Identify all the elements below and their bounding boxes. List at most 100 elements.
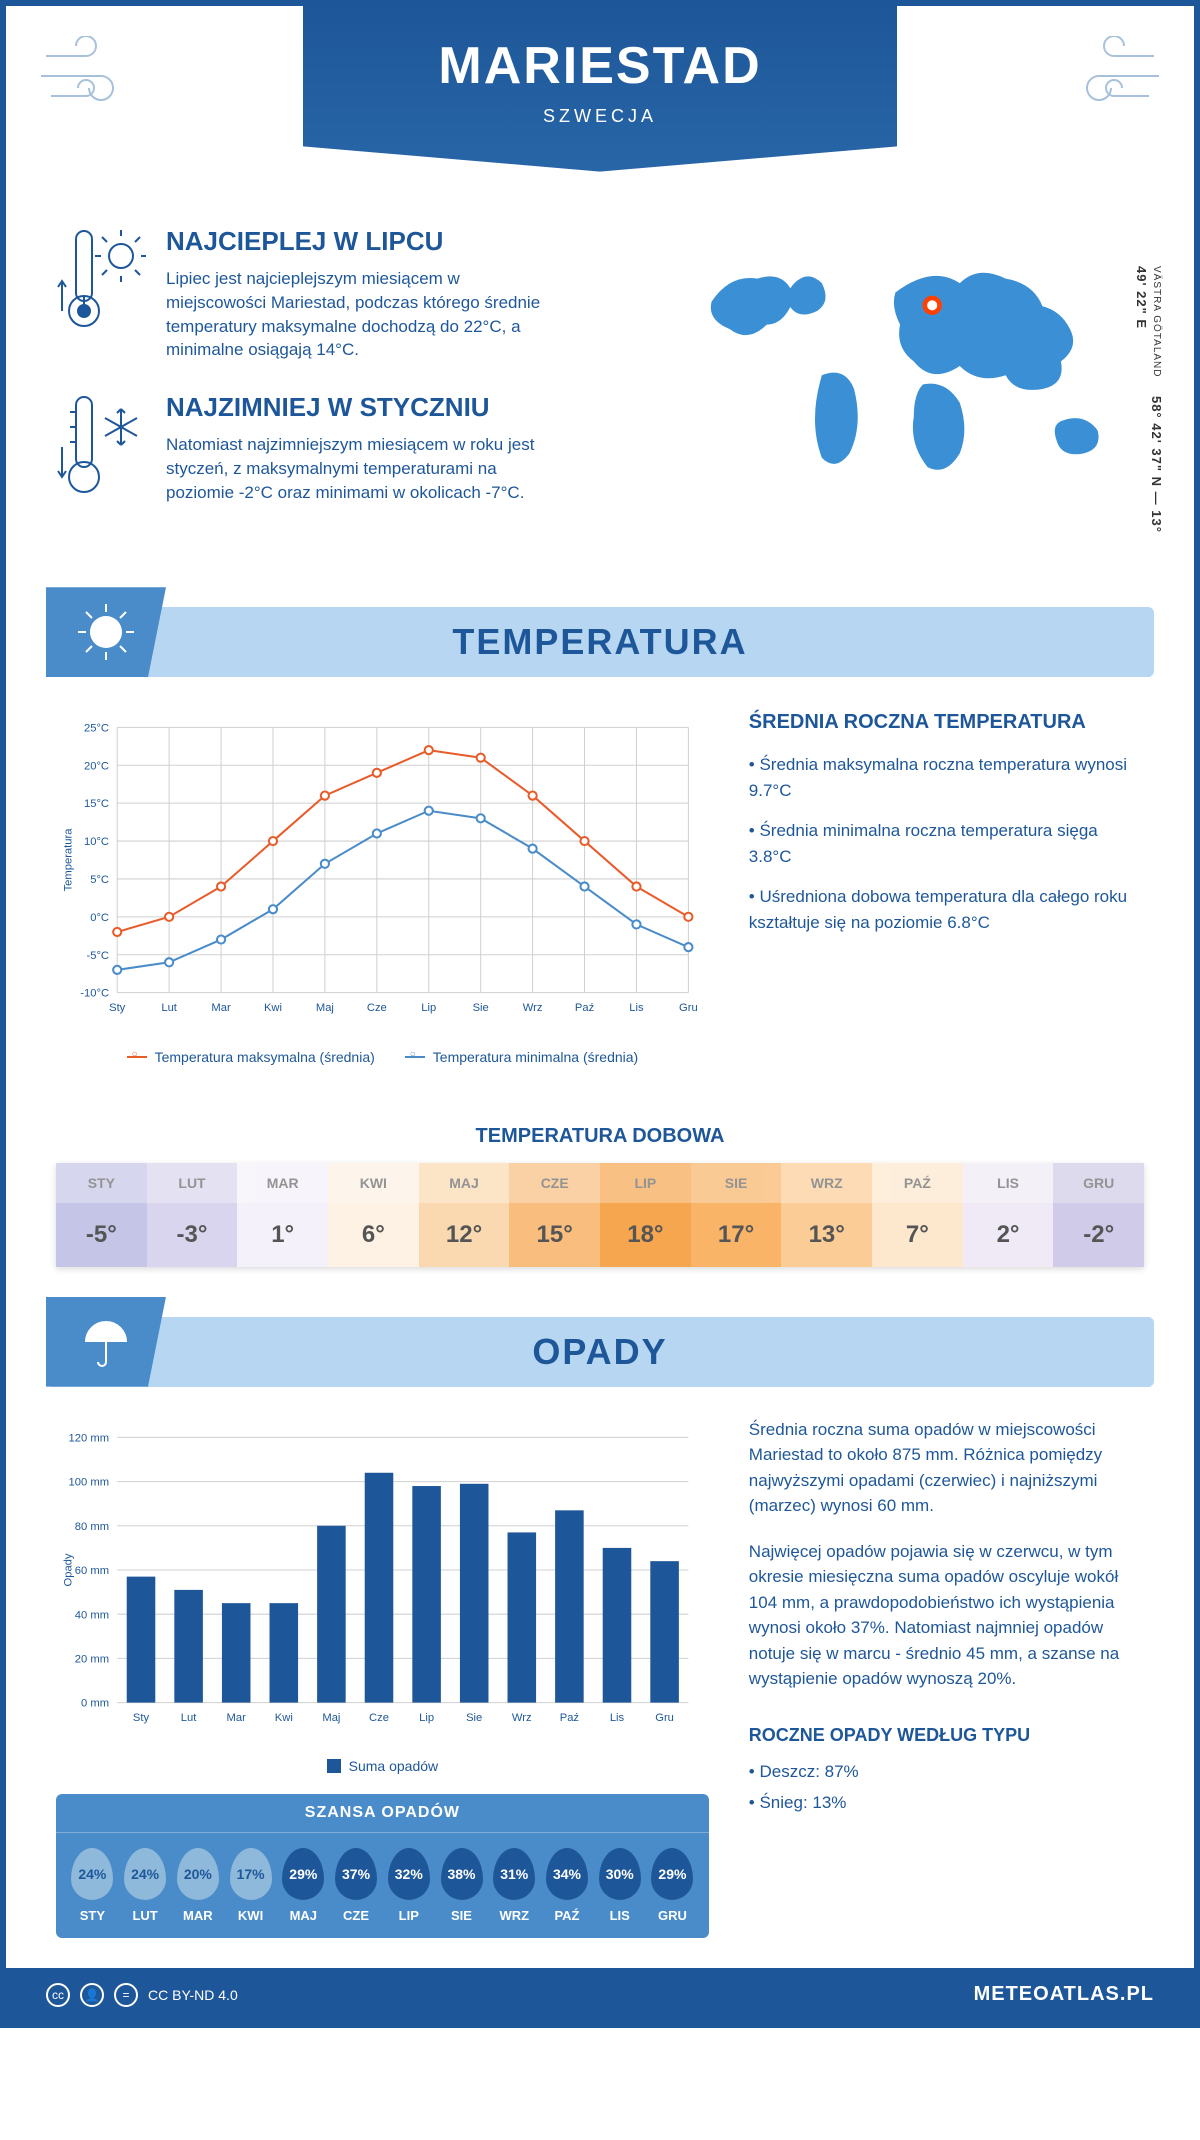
thermometer-sun-icon [56, 226, 146, 362]
svg-text:Sie: Sie [473, 1002, 489, 1014]
dobowa-cell: GRU-2° [1053, 1163, 1144, 1267]
svg-text:Paź: Paź [575, 1002, 595, 1014]
legend-max: Temperatura maksymalna (średnia) [155, 1049, 375, 1065]
precip-chart: 0 mm 20 mm 40 mm 60 mm 80 mm 100 mm 120 mm Sty L… [56, 1417, 709, 1938]
precip-summary: Średnia roczna suma opadów w miejscowośc… [749, 1417, 1144, 1938]
svg-text:Lut: Lut [181, 1712, 197, 1724]
svg-text:25°C: 25°C [84, 723, 109, 735]
chance-drop: 29%MAJ [277, 1848, 330, 1923]
world-map: VÄSTRA GÖTALAND 58° 42' 37" N — 13° 49' … [684, 226, 1144, 537]
svg-text:0 mm: 0 mm [81, 1697, 109, 1709]
svg-text:-10°C: -10°C [80, 988, 109, 1000]
chance-drop: 32%LIP [382, 1848, 435, 1923]
svg-text:Mar: Mar [227, 1712, 247, 1724]
legend-min: Temperatura minimalna (średnia) [433, 1049, 638, 1065]
temperature-chart: -10°C-5°C0°C5°C10°C15°C20°C25°CStyLutMar… [56, 707, 709, 1064]
fact-warmest: NAJCIEPLEJ W LIPCU Lipiec jest najcieple… [56, 226, 654, 362]
section-banner-opady: OPADY [46, 1297, 1154, 1387]
roczne-item: • Śnieg: 13% [749, 1790, 1144, 1816]
fact-warm-text: Lipiec jest najcieplejszym miesiącem w m… [166, 267, 546, 362]
svg-text:Sty: Sty [133, 1712, 150, 1724]
svg-text:Lip: Lip [421, 1002, 436, 1014]
dobowa-cell: LUT-3° [147, 1163, 238, 1267]
svg-text:Maj: Maj [322, 1712, 340, 1724]
chance-drop: 34%PAŹ [541, 1848, 594, 1923]
roczne-title: ROCZNE OPADY WEDŁUG TYPU [749, 1722, 1144, 1749]
dobowa-cell: CZE15° [509, 1163, 600, 1267]
header: MARIESTAD SZWECJA [6, 6, 1194, 186]
dobowa-cell: MAR1° [237, 1163, 328, 1267]
svg-text:Mar: Mar [211, 1002, 231, 1014]
chance-drop: 29%GRU [646, 1848, 699, 1923]
chance-drop: 24%LUT [119, 1848, 172, 1923]
svg-text:Cze: Cze [369, 1712, 389, 1724]
svg-text:20°C: 20°C [84, 761, 109, 773]
fact-cold-text: Natomiast najzimniejszym miesiącem w rok… [166, 433, 546, 504]
svg-text:120 mm: 120 mm [69, 1432, 109, 1444]
fact-warm-title: NAJCIEPLEJ W LIPCU [166, 226, 546, 257]
svg-text:15°C: 15°C [84, 798, 109, 810]
by-icon: 👤 [80, 1983, 104, 2007]
license-text: CC BY-ND 4.0 [148, 1987, 238, 2003]
chance-drop: 38%SIE [435, 1848, 488, 1923]
svg-text:Gru: Gru [679, 1002, 698, 1014]
svg-text:20 mm: 20 mm [75, 1653, 109, 1665]
svg-text:0°C: 0°C [90, 912, 109, 924]
section-banner-temperatura: TEMPERATURA [46, 587, 1154, 677]
svg-text:40 mm: 40 mm [75, 1609, 109, 1621]
temp-bullet: • Średnia minimalna roczna temperatura s… [749, 818, 1144, 869]
roczne-item: • Deszcz: 87% [749, 1759, 1144, 1785]
dobowa-cell: MAJ12° [419, 1163, 510, 1267]
legend-precip: Suma opadów [349, 1758, 439, 1774]
precip-para1: Średnia roczna suma opadów w miejscowośc… [749, 1417, 1144, 1519]
svg-text:Cze: Cze [367, 1002, 387, 1014]
brand: METEOATLAS.PL [974, 1983, 1154, 2006]
svg-text:Kwi: Kwi [264, 1002, 282, 1014]
chance-title: SZANSA OPADÓW [56, 1794, 709, 1833]
temp-bullet: • Uśredniona dobowa temperatura dla całe… [749, 884, 1144, 935]
chance-drop: 30%LIS [593, 1848, 646, 1923]
dobowa-title: TEMPERATURA DOBOWA [6, 1125, 1194, 1148]
wind-icon [1044, 36, 1164, 128]
dobowa-cell: LIS2° [963, 1163, 1054, 1267]
svg-text:Lis: Lis [629, 1002, 644, 1014]
fact-coldest: NAJZIMNIEJ W STYCZNIU Natomiast najzimni… [56, 392, 654, 507]
thermometer-snow-icon [56, 392, 146, 507]
fact-cold-title: NAJZIMNIEJ W STYCZNIU [166, 392, 546, 423]
svg-text:Kwi: Kwi [275, 1712, 293, 1724]
country-name: SZWECJA [6, 106, 1194, 127]
footer: cc 👤 = CC BY-ND 4.0 METEOATLAS.PL [6, 1968, 1194, 2022]
world-map-svg [684, 226, 1144, 506]
svg-text:Gru: Gru [655, 1712, 674, 1724]
svg-text:Opady: Opady [62, 1553, 74, 1586]
svg-text:100 mm: 100 mm [69, 1476, 109, 1488]
svg-text:5°C: 5°C [90, 874, 109, 886]
chance-drop: 20%MAR [171, 1848, 224, 1923]
svg-text:Lut: Lut [161, 1002, 177, 1014]
dobowa-cell: STY-5° [56, 1163, 147, 1267]
svg-text:60 mm: 60 mm [75, 1565, 109, 1577]
nd-icon: = [114, 1983, 138, 2007]
svg-text:Maj: Maj [316, 1002, 334, 1014]
dobowa-cell: SIE17° [691, 1163, 782, 1267]
svg-text:Temperatura: Temperatura [62, 828, 74, 892]
dobowa-cell: KWI6° [328, 1163, 419, 1267]
chance-drop: 17%KWI [224, 1848, 277, 1923]
chance-panel: SZANSA OPADÓW 24%STY24%LUT20%MAR17%KWI29… [56, 1794, 709, 1938]
dobowa-cell: WRZ13° [781, 1163, 872, 1267]
cc-icon: cc [46, 1983, 70, 2007]
title-ribbon: MARIESTAD SZWECJA [6, 6, 1194, 186]
svg-text:Paź: Paź [560, 1712, 580, 1724]
svg-text:80 mm: 80 mm [75, 1520, 109, 1532]
chance-drop: 24%STY [66, 1848, 119, 1923]
region-label: VÄSTRA GÖTALAND [1151, 266, 1162, 378]
svg-text:Sty: Sty [109, 1002, 126, 1014]
svg-text:Sie: Sie [466, 1712, 482, 1724]
section-title: OPADY [46, 1297, 1154, 1397]
chance-drop: 37%CZE [330, 1848, 383, 1923]
svg-text:Wrz: Wrz [512, 1712, 532, 1724]
svg-text:Lis: Lis [610, 1712, 625, 1724]
dobowa-cell: PAŹ7° [872, 1163, 963, 1267]
svg-text:Lip: Lip [419, 1712, 434, 1724]
wind-icon [36, 36, 156, 128]
